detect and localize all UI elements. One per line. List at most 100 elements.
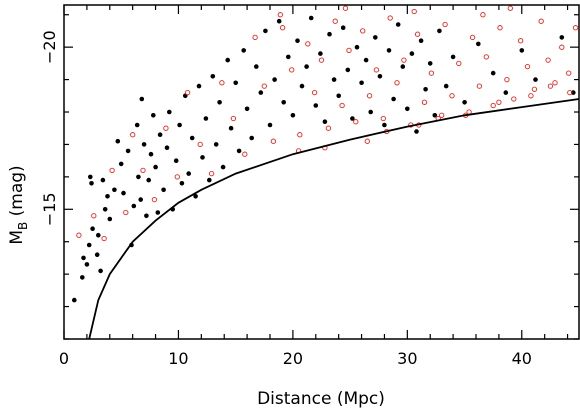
filled-point: [354, 44, 360, 50]
filled-point: [409, 51, 415, 56]
x-axis-title: Distance (Mpc): [257, 389, 385, 409]
filled-point: [193, 194, 198, 199]
filled-point: [286, 54, 291, 60]
open-point: [428, 70, 435, 76]
filled-point: [200, 155, 205, 160]
filled-point: [313, 103, 319, 108]
tick-labels-layer: 0 10 20 30 40 −20 −15: [40, 30, 532, 368]
filled-point: [144, 213, 149, 219]
open-point: [197, 141, 203, 148]
filled-point: [173, 158, 179, 163]
open-point: [230, 115, 237, 122]
filled-point: [196, 83, 202, 89]
filled-point: [450, 54, 456, 60]
open-point: [342, 5, 349, 11]
filled-point: [462, 100, 467, 105]
filled-point: [236, 148, 242, 154]
open-point: [421, 99, 428, 105]
filled-point: [350, 116, 355, 121]
open-point: [449, 93, 455, 99]
filled-point: [391, 96, 396, 102]
open-point: [305, 41, 311, 47]
filled-point: [340, 25, 346, 31]
open-point: [261, 83, 267, 89]
open-point: [439, 112, 445, 118]
filled-point: [141, 142, 147, 147]
open-point: [91, 213, 97, 219]
filled-point: [80, 275, 85, 280]
filled-point: [157, 132, 163, 137]
filled-point: [327, 31, 332, 37]
filled-point: [100, 177, 106, 183]
open-point: [394, 80, 400, 86]
open-point: [517, 38, 524, 44]
y-tick-label: −15: [40, 192, 59, 226]
open-point: [353, 119, 359, 125]
open-point: [311, 89, 318, 96]
open-point: [524, 63, 531, 70]
filled-point: [299, 83, 305, 89]
filled-point: [179, 181, 185, 186]
x-tick-label: 10: [168, 349, 188, 368]
filled-point: [84, 262, 90, 267]
filled-point: [136, 174, 141, 180]
open-point: [545, 57, 551, 63]
open-point: [151, 196, 158, 203]
open-point: [511, 96, 517, 102]
open-point: [504, 76, 510, 83]
filled-point: [217, 100, 222, 105]
filled-point: [418, 38, 424, 43]
open-point: [163, 125, 169, 131]
filled-point: [186, 171, 191, 176]
x-tick-label: 30: [397, 349, 417, 368]
open-point: [531, 86, 538, 92]
open-point: [123, 209, 129, 216]
open-point: [76, 232, 82, 238]
filled-point: [96, 232, 101, 238]
filled-point: [225, 57, 230, 63]
filled-point: [377, 74, 383, 79]
filled-point: [437, 28, 442, 34]
filled-point: [153, 164, 158, 170]
limit-curve: [88, 98, 580, 340]
filled-point: [290, 113, 296, 118]
y-tick-label: −20: [40, 30, 59, 64]
filled-point: [295, 38, 300, 43]
filled-point: [427, 61, 433, 66]
filled-point: [105, 194, 110, 199]
open-point: [490, 102, 496, 109]
open-point: [507, 5, 513, 11]
open-point: [497, 25, 503, 31]
filled-point: [373, 35, 378, 40]
filled-point: [139, 96, 145, 102]
open-point: [476, 83, 483, 89]
open-point: [483, 54, 489, 60]
filled-point: [210, 74, 216, 79]
y-axis-title-unit: (mag): [7, 165, 27, 221]
open-point: [346, 47, 352, 54]
open-point: [364, 138, 370, 144]
filled-point: [559, 35, 565, 40]
open-point: [572, 25, 579, 31]
open-point: [566, 70, 572, 76]
open-point: [360, 28, 366, 34]
open-point: [496, 99, 502, 105]
open-point: [567, 89, 573, 96]
filled-point: [207, 177, 212, 183]
filled-point: [155, 210, 161, 215]
filled-point: [443, 83, 449, 89]
y-axis-title: MB (mag): [7, 165, 30, 244]
open-point: [297, 132, 303, 138]
open-point: [130, 132, 136, 138]
filled-point: [318, 51, 323, 56]
filled-point: [177, 122, 182, 128]
filled-point: [89, 181, 94, 186]
filled-point: [183, 93, 188, 99]
filled-point: [220, 164, 226, 170]
open-point: [380, 115, 386, 122]
filled-point: [118, 161, 124, 167]
filled-point: [121, 190, 126, 196]
filled-point: [336, 93, 342, 99]
filled-point: [490, 70, 496, 76]
filled-point: [228, 125, 234, 131]
